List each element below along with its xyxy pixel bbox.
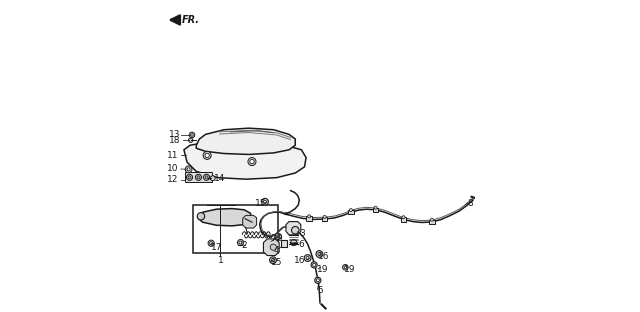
- Circle shape: [271, 259, 275, 262]
- Text: 13: 13: [169, 130, 180, 139]
- Circle shape: [204, 174, 210, 180]
- Circle shape: [312, 263, 316, 266]
- Circle shape: [195, 174, 202, 180]
- Circle shape: [264, 200, 266, 203]
- Polygon shape: [184, 140, 306, 179]
- Text: 8: 8: [468, 198, 474, 207]
- Text: 9: 9: [276, 234, 282, 243]
- Circle shape: [250, 159, 254, 164]
- Circle shape: [308, 215, 311, 218]
- Circle shape: [248, 158, 256, 166]
- Circle shape: [269, 257, 276, 264]
- Circle shape: [304, 255, 311, 261]
- Polygon shape: [198, 208, 252, 226]
- Circle shape: [205, 176, 208, 179]
- Circle shape: [276, 235, 280, 238]
- Circle shape: [291, 240, 297, 246]
- Circle shape: [188, 176, 191, 179]
- Circle shape: [187, 168, 190, 171]
- Circle shape: [197, 212, 205, 220]
- Bar: [193, 206, 278, 253]
- Circle shape: [185, 166, 192, 173]
- Text: 14: 14: [214, 174, 226, 183]
- Circle shape: [189, 132, 195, 138]
- Circle shape: [210, 176, 215, 181]
- Text: 6: 6: [298, 240, 304, 249]
- Text: 19: 19: [344, 265, 355, 274]
- Circle shape: [430, 218, 433, 221]
- Circle shape: [203, 151, 211, 159]
- Circle shape: [349, 208, 353, 212]
- Circle shape: [262, 198, 268, 205]
- Circle shape: [344, 266, 347, 269]
- Circle shape: [316, 251, 323, 257]
- Text: 1: 1: [218, 256, 223, 265]
- Circle shape: [318, 252, 321, 256]
- Text: 12: 12: [167, 175, 179, 184]
- Bar: [373, 208, 378, 212]
- Circle shape: [189, 138, 193, 142]
- Text: 19: 19: [317, 265, 328, 274]
- Text: 15: 15: [271, 258, 283, 267]
- Text: FR.: FR.: [182, 15, 200, 25]
- Circle shape: [402, 216, 405, 219]
- Polygon shape: [243, 215, 257, 228]
- Text: 7: 7: [270, 234, 276, 243]
- Circle shape: [237, 240, 244, 246]
- Circle shape: [323, 215, 326, 218]
- Text: 17: 17: [211, 243, 223, 252]
- Bar: [307, 216, 312, 221]
- Circle shape: [342, 265, 348, 270]
- Text: 3: 3: [299, 229, 305, 238]
- Polygon shape: [286, 222, 301, 235]
- Bar: [322, 217, 328, 221]
- Bar: [429, 220, 435, 224]
- Text: 11: 11: [167, 151, 179, 160]
- Circle shape: [316, 279, 319, 282]
- Circle shape: [205, 153, 209, 158]
- Text: 2: 2: [241, 241, 247, 250]
- Circle shape: [197, 176, 200, 179]
- Circle shape: [311, 262, 317, 268]
- Text: 16: 16: [294, 256, 305, 265]
- Circle shape: [306, 256, 309, 260]
- Circle shape: [270, 244, 276, 250]
- Circle shape: [275, 233, 282, 240]
- Circle shape: [191, 134, 193, 136]
- Circle shape: [292, 227, 299, 234]
- Text: 15: 15: [255, 199, 267, 208]
- Circle shape: [374, 206, 377, 209]
- Text: 4: 4: [273, 246, 279, 255]
- Text: 10: 10: [167, 164, 179, 173]
- Text: 18: 18: [169, 136, 180, 145]
- Circle shape: [208, 240, 214, 246]
- Polygon shape: [264, 239, 279, 256]
- Circle shape: [210, 242, 212, 245]
- Bar: [348, 210, 354, 214]
- Circle shape: [239, 241, 242, 244]
- Circle shape: [315, 277, 321, 283]
- Bar: [282, 241, 287, 247]
- Text: 16: 16: [317, 252, 329, 261]
- Text: 5: 5: [317, 286, 323, 295]
- Bar: [401, 217, 406, 222]
- Circle shape: [186, 174, 193, 180]
- Bar: [184, 172, 212, 182]
- Polygon shape: [196, 128, 295, 154]
